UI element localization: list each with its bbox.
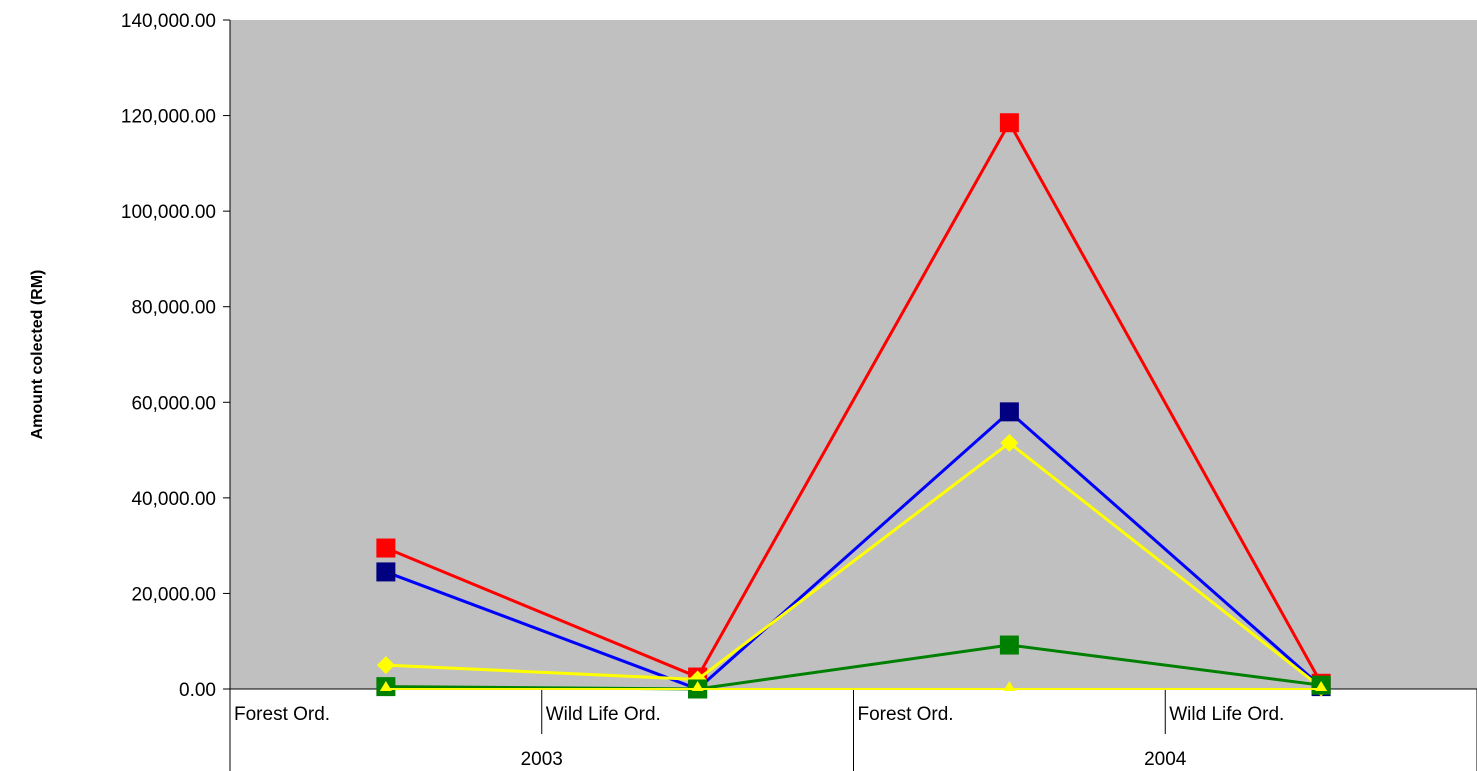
data-point-marker: [691, 681, 704, 691]
plot-area: [230, 20, 1477, 689]
y-tick-label: 140,000.00: [121, 11, 216, 32]
data-point-marker: [1003, 681, 1016, 691]
y-tick-label: 20,000.00: [131, 584, 216, 605]
data-point-marker: [999, 402, 1019, 422]
series-layer: [376, 113, 1331, 699]
data-point-marker: [1000, 433, 1019, 452]
x-group-label: 2003: [521, 749, 563, 770]
data-point-marker: [379, 681, 392, 691]
data-point-marker: [376, 562, 396, 582]
y-tick-label: 120,000.00: [121, 107, 216, 128]
y-axis: 0.00 20,000.00 40,000.00 60,000.00 80,000.00…: [121, 11, 231, 701]
series-4: [379, 681, 1328, 691]
y-tick-label: 100,000.00: [121, 202, 216, 223]
data-point-marker: [999, 635, 1019, 655]
y-axis-label: Amount colected (RM): [29, 270, 46, 440]
y-tick-label: 60,000.00: [131, 393, 216, 414]
series-line: [385, 643, 1322, 691]
data-point-marker: [999, 113, 1019, 133]
series-line: [385, 441, 1323, 689]
series-line: [385, 409, 1323, 691]
series-line: [385, 119, 1323, 684]
y-tick-label: 0.00: [179, 680, 216, 701]
data-point-marker: [376, 656, 395, 675]
x-category-label: Forest Ord.: [234, 704, 330, 725]
x-category-label: Wild Life Ord.: [546, 704, 661, 725]
y-tick-label: 80,000.00: [131, 298, 216, 319]
data-point-marker: [1315, 681, 1328, 691]
series-3: [376, 635, 1331, 699]
data-point-marker: [376, 538, 396, 558]
x-axis: Forest Ord. Wild Life Ord. Forest Ord. Wild…: [229, 688, 1477, 771]
y-tick-label: 40,000.00: [131, 489, 216, 510]
x-category-label: Forest Ord.: [858, 704, 954, 725]
x-group-label: 2004: [1144, 749, 1187, 770]
x-category-label: Wild Life Ord.: [1169, 704, 1284, 725]
